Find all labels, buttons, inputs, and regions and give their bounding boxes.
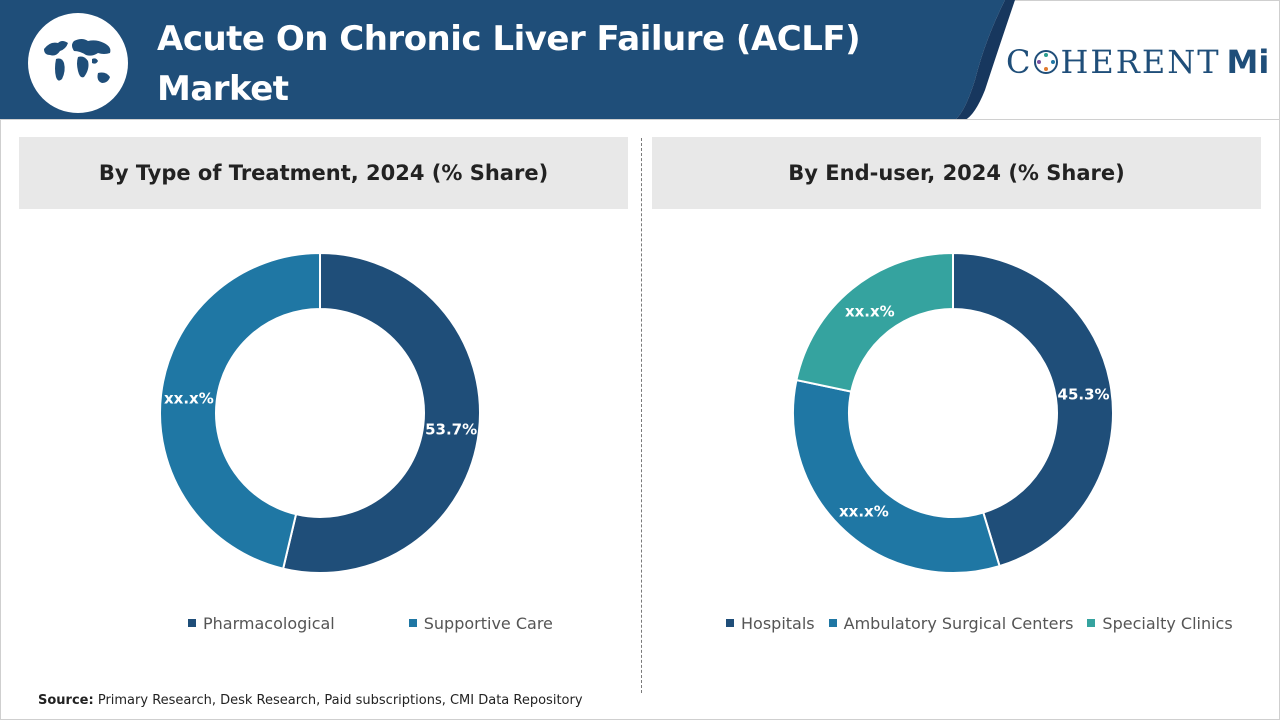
legend-swatch <box>828 619 837 627</box>
legend-item: Pharmacological <box>188 614 335 633</box>
legend-item: Hospitals <box>726 614 815 633</box>
donut-slice <box>159 251 321 570</box>
donut-slice <box>952 251 1114 568</box>
chart-title-treatment: By Type of Treatment, 2024 (% Share) <box>19 137 628 209</box>
legend-label: Supportive Care <box>423 613 553 633</box>
donut-chart-treatment: 53.7% xx.x% <box>159 251 481 574</box>
legend-item: Ambulatory Surgical Centers <box>828 613 1074 633</box>
logo-letters: HERENT <box>1060 43 1221 81</box>
globe-icon <box>28 13 128 113</box>
legend-label: Pharmacological <box>203 613 335 633</box>
panel-divider <box>641 138 642 693</box>
legend-label: Ambulatory Surgical Centers <box>843 613 1074 633</box>
legend-end-user: Hospitals Ambulatory Surgical Centers Sp… <box>726 610 1233 636</box>
logo-mi: Mi <box>1226 43 1270 81</box>
slice-data-label: xx.x% <box>839 502 889 520</box>
legend-swatch <box>1087 619 1096 627</box>
legend-swatch <box>188 619 196 627</box>
slice-data-label: 53.7% <box>425 420 477 438</box>
legend-treatment: Pharmacological Supportive Care <box>188 610 553 636</box>
legend-swatch <box>408 619 417 627</box>
slice-data-label: xx.x% <box>845 303 895 321</box>
chart-title-end-user: By End-user, 2024 (% Share) <box>652 137 1261 209</box>
legend-item: Specialty Clinics <box>1087 613 1233 633</box>
brand-logo: C HERENT Mi <box>1006 40 1269 84</box>
slice-data-label: xx.x% <box>164 390 214 408</box>
donut-slice <box>281 251 481 574</box>
source-text: Primary Research, Desk Research, Paid su… <box>97 693 583 708</box>
slice-data-label: 45.3% <box>1058 386 1110 404</box>
header-band <box>0 0 1280 120</box>
page-title: Acute On Chronic Liver Failure (ACLF) Ma… <box>157 19 861 109</box>
legend-label: Specialty Clinics <box>1102 613 1233 633</box>
source-note: Source: Primary Research, Desk Research,… <box>38 693 583 708</box>
donut-chart-end-user: 45.3% xx.x% xx.x% <box>792 251 1114 574</box>
donut-slice <box>792 378 1001 574</box>
legend-swatch <box>726 619 734 627</box>
donut-slice <box>795 251 954 393</box>
source-label: Source: <box>38 693 94 708</box>
legend-label: Hospitals <box>741 613 815 633</box>
legend-item: Supportive Care <box>408 613 553 633</box>
header-banner: Acute On Chronic Liver Failure (ACLF) Ma… <box>0 0 1280 120</box>
logo-letter-c: C <box>1006 43 1033 81</box>
logo-o-icon <box>1034 50 1059 74</box>
